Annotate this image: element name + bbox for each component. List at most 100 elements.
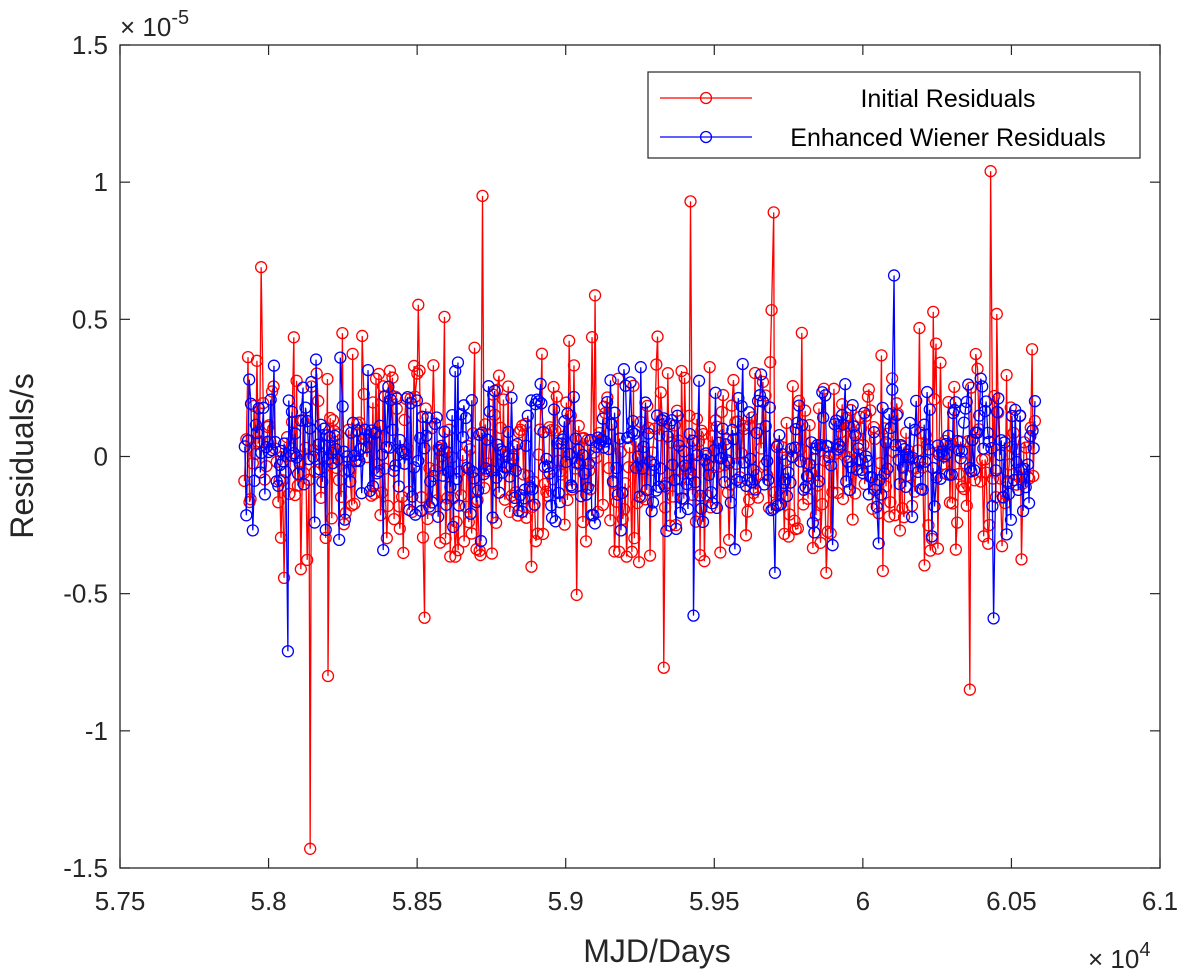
data-point — [727, 432, 740, 446]
data-point — [875, 349, 888, 362]
data-point — [748, 366, 762, 380]
data-point — [288, 427, 302, 440]
data-point — [703, 360, 716, 374]
data-point — [279, 465, 293, 478]
data-point — [792, 399, 806, 412]
data-point — [543, 467, 556, 480]
data-point — [452, 544, 465, 557]
data-point — [471, 484, 485, 497]
data-point — [741, 505, 754, 518]
data-point — [366, 480, 380, 493]
data-point — [455, 408, 468, 421]
data-point — [896, 461, 910, 474]
data-point — [747, 463, 760, 477]
data-point — [617, 503, 631, 516]
data-point — [852, 442, 865, 455]
data-point — [959, 402, 972, 415]
data-point — [465, 527, 478, 540]
data-point — [531, 527, 544, 540]
data-point — [349, 454, 362, 468]
data-point — [886, 383, 899, 396]
data-point — [317, 422, 331, 435]
data-point — [786, 380, 799, 393]
data-point — [803, 457, 816, 471]
data-point — [916, 483, 929, 496]
x-tick-label: 5.9 — [548, 886, 584, 916]
data-point — [523, 481, 537, 494]
data-point — [1019, 480, 1032, 494]
data-point — [257, 401, 270, 414]
data-point — [617, 363, 631, 376]
data-point — [627, 379, 640, 392]
data-point — [677, 445, 690, 458]
legend-box — [647, 71, 1141, 159]
data-point — [319, 531, 332, 545]
data-point — [420, 429, 433, 442]
data-point — [238, 440, 251, 453]
data-point — [847, 420, 860, 433]
data-point — [573, 457, 587, 470]
data-point — [642, 427, 655, 440]
x-tick-label: 6 — [856, 886, 870, 916]
data-point — [661, 430, 675, 443]
data-point — [238, 474, 251, 488]
data-point — [482, 380, 495, 393]
data-point — [265, 444, 279, 457]
data-point — [301, 414, 314, 428]
data-point — [784, 476, 797, 489]
data-point — [392, 480, 406, 493]
data-point — [600, 395, 614, 409]
data-point — [574, 490, 588, 503]
data-point — [782, 530, 795, 543]
data-point — [252, 402, 265, 415]
data-point — [243, 373, 256, 386]
data-point — [380, 532, 393, 545]
data-point — [297, 478, 311, 491]
data-point — [1025, 343, 1039, 356]
data-point — [706, 497, 719, 510]
data-point — [488, 384, 501, 398]
data-point — [419, 402, 432, 415]
data-point — [288, 488, 302, 502]
data-point — [989, 464, 1002, 477]
data-point — [624, 376, 637, 389]
data-point — [816, 386, 829, 399]
data-point — [474, 548, 487, 562]
data-point — [344, 475, 357, 488]
data-point — [795, 326, 808, 340]
data-point — [459, 411, 472, 425]
data-point — [336, 400, 349, 413]
data-point — [812, 475, 826, 488]
data-point — [416, 531, 430, 544]
data-point — [372, 464, 386, 478]
data-point — [870, 500, 883, 513]
data-point — [375, 448, 389, 461]
data-point — [979, 404, 992, 418]
data-point — [843, 483, 856, 497]
data-point — [453, 499, 466, 512]
data-point — [929, 337, 943, 350]
data-point — [576, 448, 589, 462]
data-point — [1024, 430, 1037, 443]
data-point — [1022, 497, 1036, 510]
y-axis-title: Residuals/s — [4, 373, 40, 538]
data-point — [563, 334, 576, 347]
data-point — [751, 394, 765, 408]
data-point — [374, 508, 387, 522]
data-point — [336, 326, 349, 340]
data-point — [661, 367, 674, 380]
data-point — [761, 454, 774, 468]
data-point — [831, 443, 844, 456]
data-point — [981, 426, 994, 440]
data-point — [986, 472, 1000, 485]
data-point — [937, 450, 950, 463]
data-point — [794, 455, 807, 468]
data-point — [345, 499, 358, 512]
data-point — [526, 500, 539, 513]
data-point — [736, 357, 749, 371]
data-point — [806, 516, 819, 529]
data-point — [399, 448, 413, 461]
data-point — [887, 269, 901, 282]
data-point — [868, 432, 882, 446]
